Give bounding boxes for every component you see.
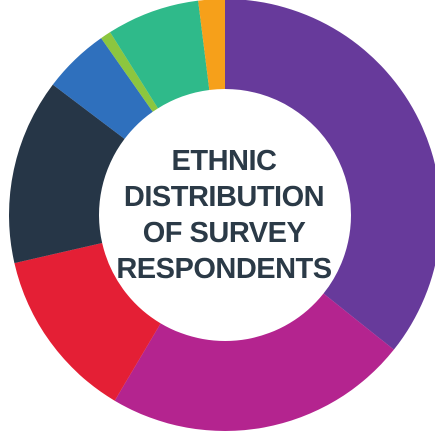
- donut-slice-5: [52, 38, 153, 139]
- chart-title: ETHNIC DISTRIBUTION OF SURVEY RESPONDENT…: [112, 130, 336, 300]
- chart-title-line-3: OF SURVEY: [142, 217, 306, 249]
- chart-title-line-1: ETHNIC: [171, 145, 277, 177]
- donut-slice-6: [101, 32, 158, 112]
- donut-slice-4: [8, 84, 125, 264]
- donut-slice-3: [14, 243, 161, 401]
- chart-title-line-2: DISTRIBUTION: [123, 181, 325, 213]
- donut-slice-2: [114, 293, 394, 431]
- donut-slice-8: [198, 0, 225, 90]
- donut-slice-7: [110, 0, 210, 109]
- donut-slice-1: [225, 0, 435, 350]
- chart-title-line-4: RESPONDENTS: [116, 253, 332, 285]
